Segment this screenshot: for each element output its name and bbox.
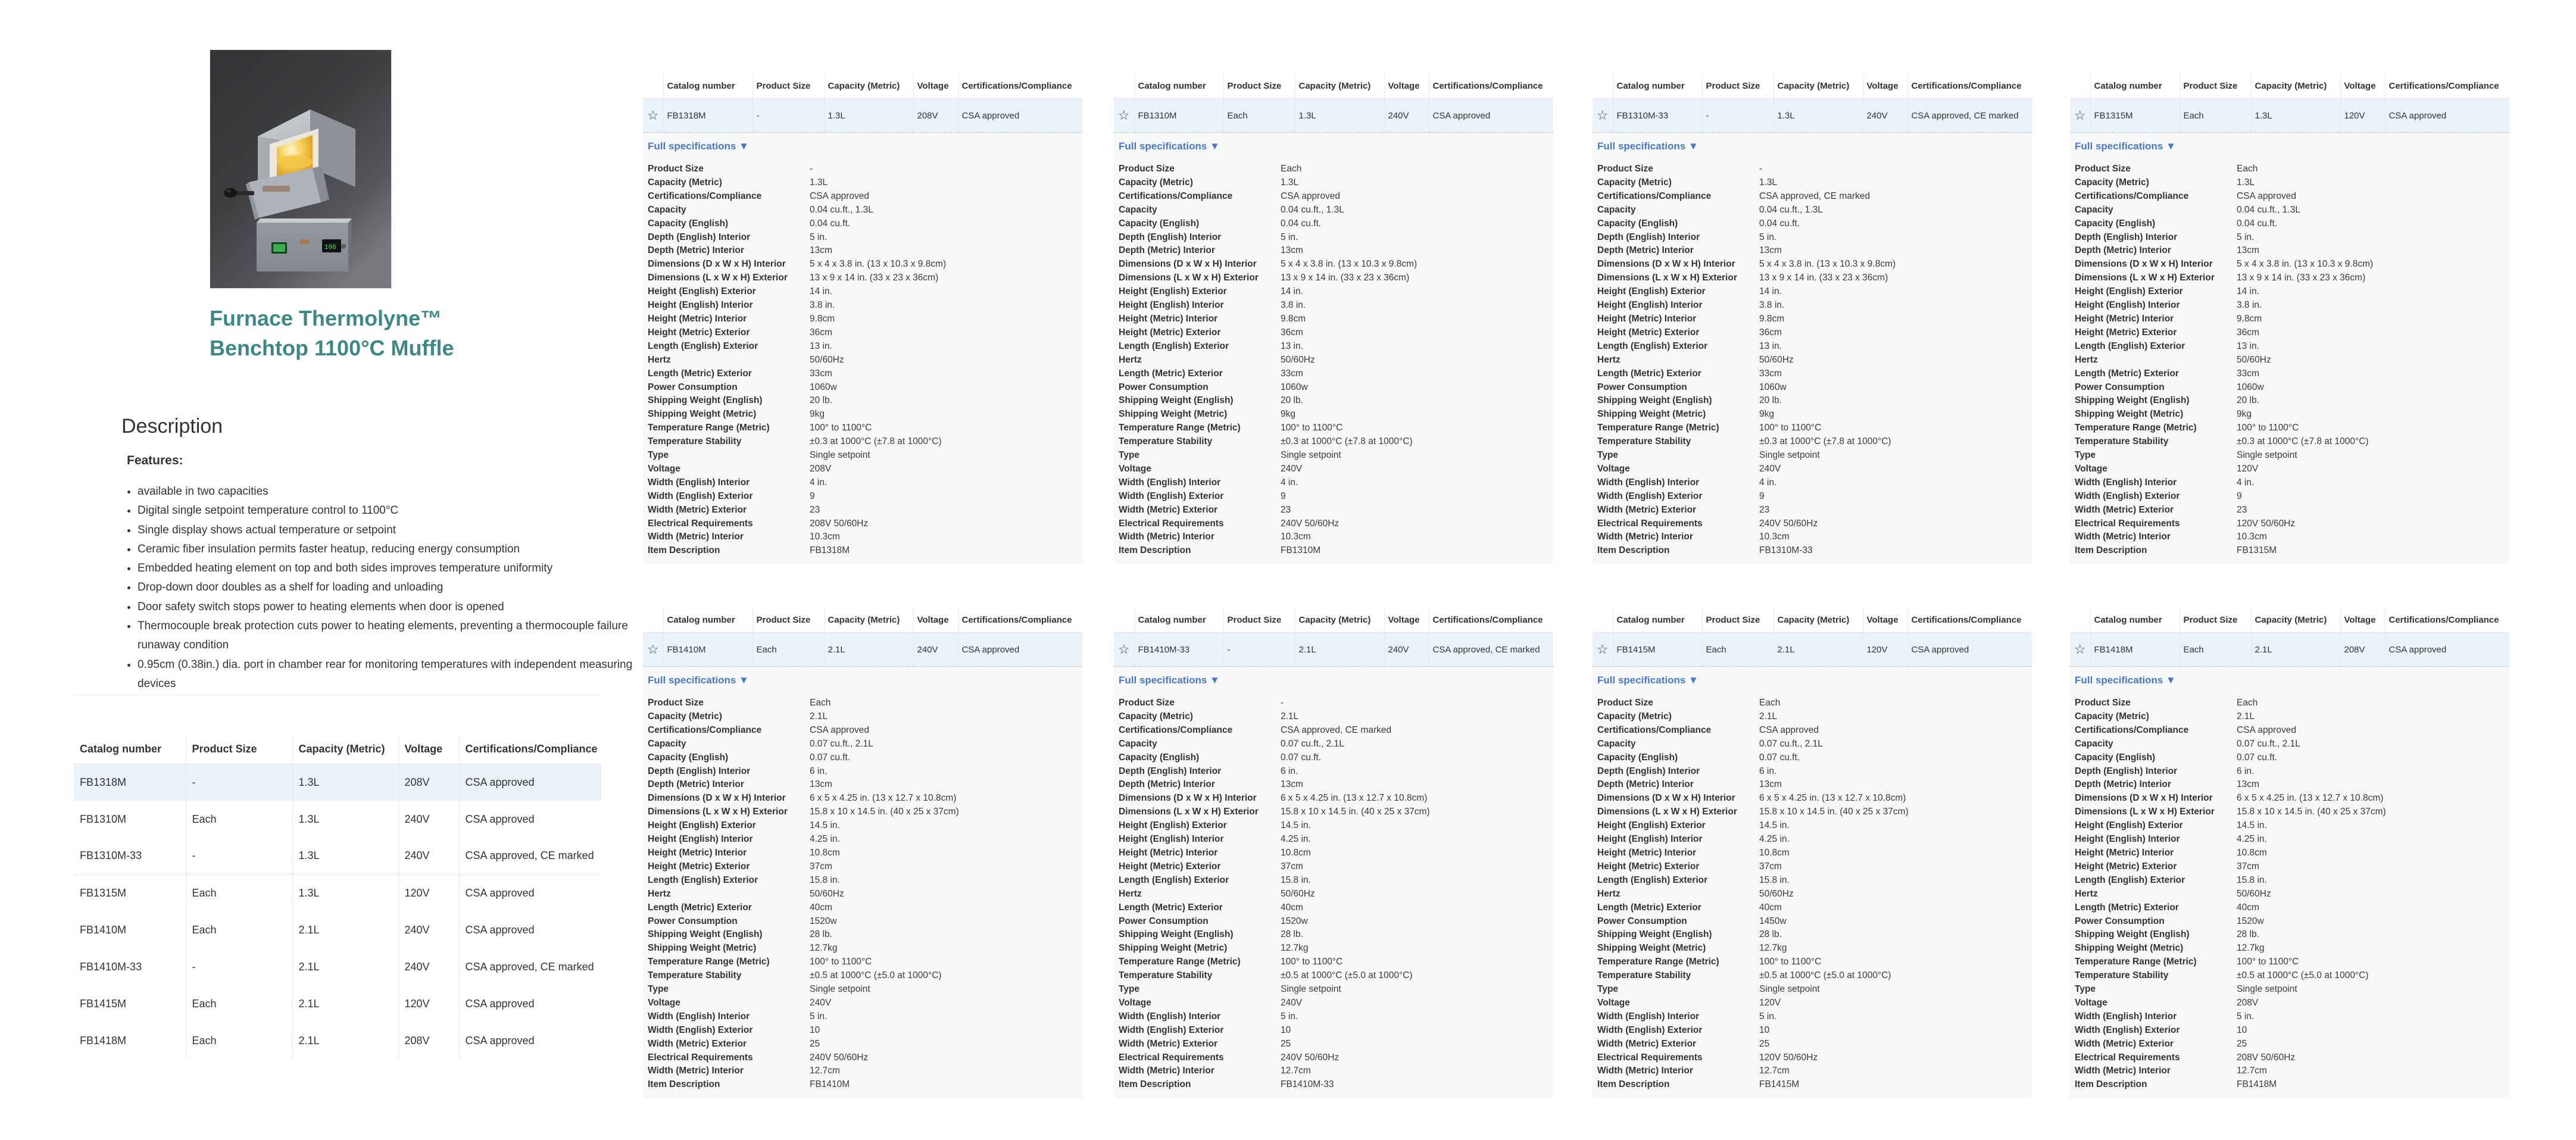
svg-text:106: 106 xyxy=(324,244,336,251)
